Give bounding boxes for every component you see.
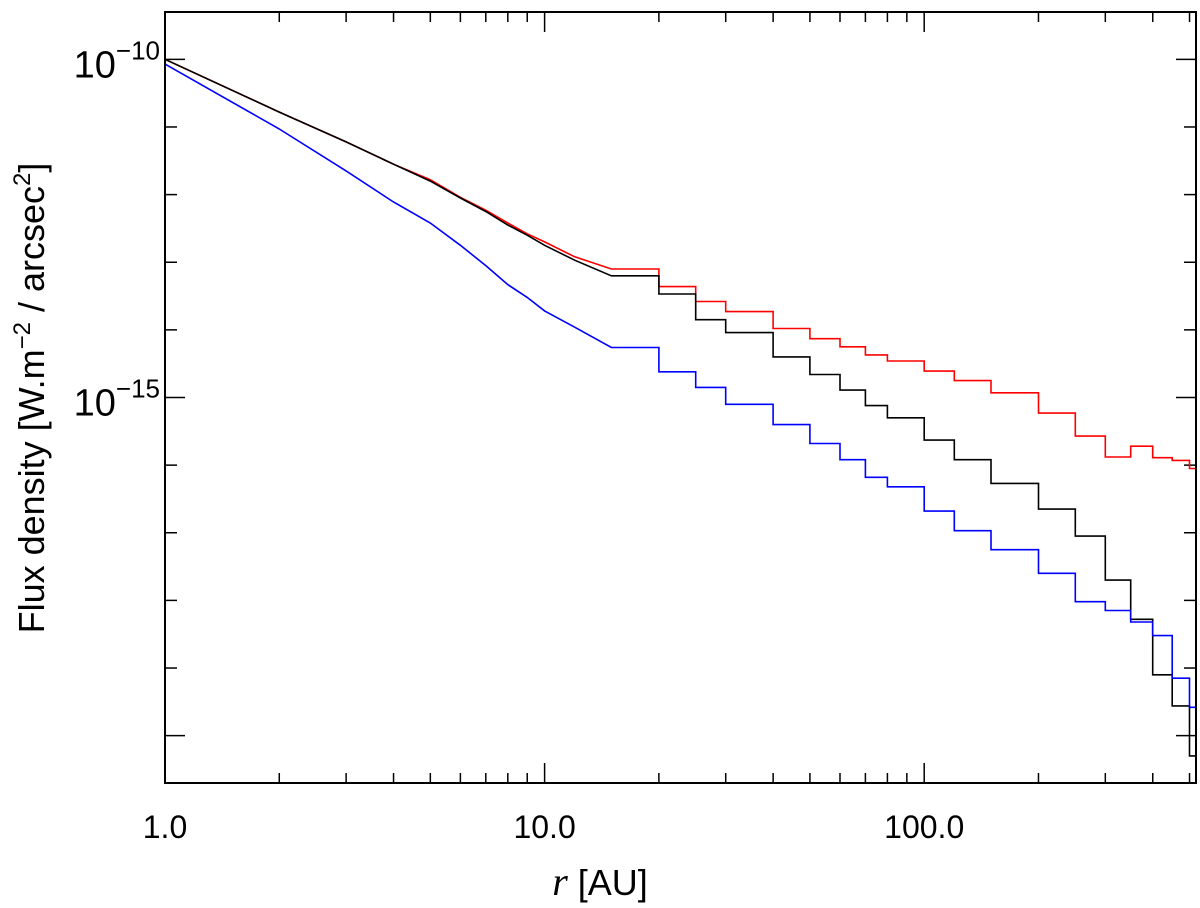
- series-line-2: [164, 63, 1197, 777]
- x-tick-label: 1.0: [143, 809, 187, 845]
- y-axis-title: Flux density [W.m−2 / arcsec2]: [9, 163, 52, 634]
- x-tick-label: 100.0: [884, 809, 964, 845]
- axis-ticks: [164, 12, 1196, 783]
- series-line-1: [164, 58, 1197, 777]
- x-axis-title: r [AU]: [552, 859, 648, 904]
- y-tick-label: 10−15: [74, 374, 160, 425]
- plot-frame: [164, 11, 1197, 784]
- y-tick-labels: 10−10 10−15: [74, 35, 160, 424]
- x-tick-label: 10.0: [513, 809, 575, 845]
- x-tick-labels: 1.0 10.0 100.0: [143, 809, 964, 845]
- y-tick-label: 10−10: [74, 35, 160, 86]
- series-line-0: [164, 58, 1197, 472]
- series-layer: [164, 58, 1197, 777]
